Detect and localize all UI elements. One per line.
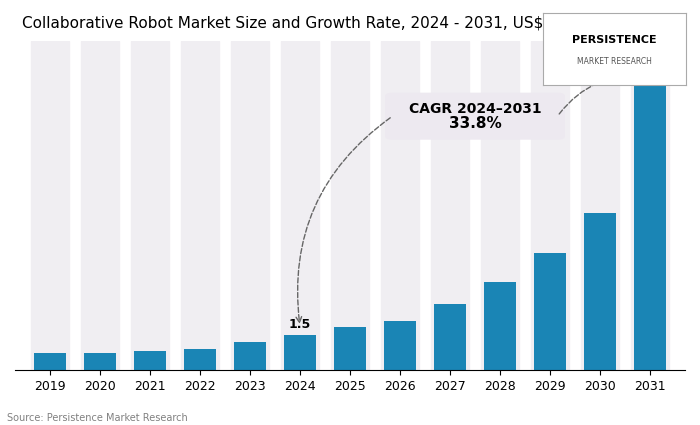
Bar — [34, 353, 66, 370]
Text: PERSISTENCE: PERSISTENCE — [572, 35, 657, 45]
Bar — [81, 41, 119, 370]
Bar — [484, 282, 517, 370]
Bar — [534, 252, 566, 370]
Text: 12.07: 12.07 — [630, 70, 670, 83]
Bar — [634, 86, 666, 370]
Bar — [482, 41, 519, 370]
Bar — [181, 41, 219, 370]
Bar — [434, 304, 466, 370]
Bar — [531, 41, 568, 370]
Text: MARKET RESEARCH: MARKET RESEARCH — [577, 57, 652, 66]
Bar — [581, 41, 619, 370]
Bar — [134, 351, 167, 370]
Bar — [234, 342, 266, 370]
Bar — [183, 348, 216, 370]
Bar — [334, 327, 366, 370]
Bar — [331, 41, 369, 370]
Bar — [584, 212, 616, 370]
Bar — [231, 41, 269, 370]
Bar — [281, 41, 318, 370]
Bar — [631, 41, 668, 370]
Bar — [84, 353, 116, 370]
Bar — [32, 41, 69, 370]
Text: 33.8%: 33.8% — [449, 116, 501, 131]
Bar — [431, 41, 469, 370]
Text: Source: Persistence Market Research: Source: Persistence Market Research — [7, 413, 188, 423]
Text: CAGR 2024–2031: CAGR 2024–2031 — [409, 102, 541, 116]
Text: Collaborative Robot Market Size and Growth Rate, 2024 - 2031, US$ Bn: Collaborative Robot Market Size and Grow… — [22, 15, 568, 30]
Bar — [382, 41, 419, 370]
FancyBboxPatch shape — [385, 93, 565, 140]
Bar — [284, 335, 316, 370]
Bar — [132, 41, 169, 370]
Text: 1.5: 1.5 — [289, 318, 311, 332]
Bar — [384, 321, 416, 370]
